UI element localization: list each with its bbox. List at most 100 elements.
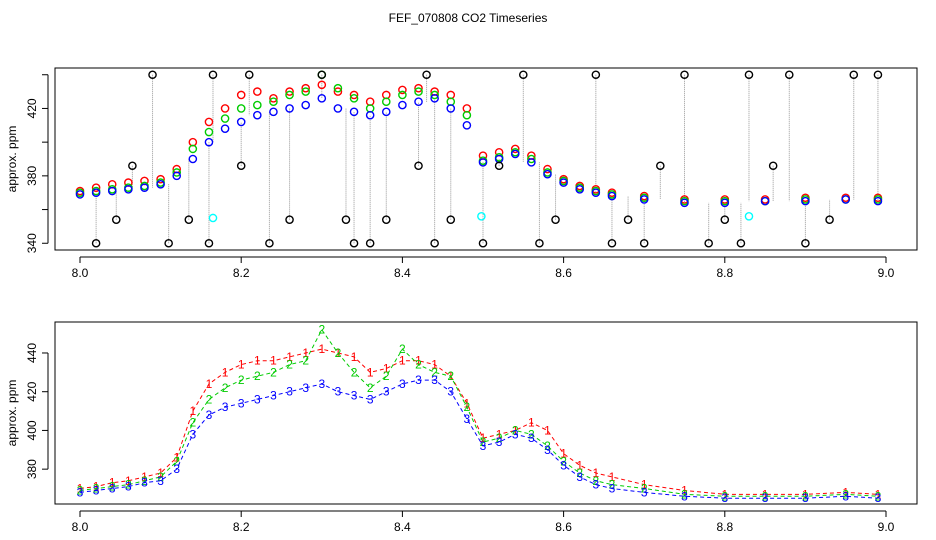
point-marker-2: 2 <box>528 427 535 441</box>
point-marker-1: 1 <box>842 485 849 499</box>
point-marker-2: 2 <box>141 474 148 488</box>
point-outliers <box>680 70 689 80</box>
point-marker-3: 3 <box>431 373 438 387</box>
point-sensor-2 <box>414 87 423 96</box>
point-marker-1: 1 <box>125 474 132 488</box>
point-sensor-3 <box>760 196 770 206</box>
point-marker-3: 3 <box>875 491 882 505</box>
top-x-tick-label: 8.0 <box>72 266 89 280</box>
point-marker-3: 3 <box>173 462 180 476</box>
point-marker-1: 1 <box>762 487 769 501</box>
point-outliers <box>430 238 439 248</box>
point-marker-3: 3 <box>222 400 229 414</box>
top-y-axis-title: approx. ppm <box>5 126 19 193</box>
bottom-panel-frame <box>54 321 918 505</box>
point-marker-2: 2 <box>189 416 196 430</box>
point-marker-3: 3 <box>480 439 487 453</box>
top-y-tick-label: 420 <box>25 98 39 118</box>
top-x-tick-label: 8.2 <box>233 266 250 280</box>
point-sensor-2 <box>398 90 407 100</box>
point-sensor-3 <box>430 94 439 103</box>
point-sensor-3 <box>285 104 294 113</box>
point-marker-1: 1 <box>496 427 503 441</box>
point-sensor-3 <box>349 107 359 117</box>
point-marker-2: 2 <box>238 373 245 387</box>
point-marker-2: 2 <box>335 346 342 360</box>
point-outliers <box>551 215 560 224</box>
point-marker-3: 3 <box>367 392 374 406</box>
point-marker-1: 1 <box>173 451 180 465</box>
point-marker-1: 1 <box>399 354 406 368</box>
point-sensor-3 <box>317 94 327 103</box>
point-sensor-3 <box>801 196 810 206</box>
point-marker-2: 2 <box>367 381 374 395</box>
point-sensor-2 <box>204 127 214 137</box>
point-marker-2: 2 <box>254 369 261 383</box>
point-sensor-3 <box>446 104 456 113</box>
point-flagged <box>208 213 218 223</box>
point-sensor-1 <box>253 87 262 96</box>
point-marker-2: 2 <box>592 474 599 488</box>
point-sensor-1 <box>269 94 278 103</box>
point-marker-3: 3 <box>302 381 309 395</box>
point-marker-3: 3 <box>681 489 688 503</box>
point-marker-2: 2 <box>351 365 358 379</box>
top-x-tick-label: 8.6 <box>555 266 572 280</box>
top-x-tick-label: 8.4 <box>394 266 411 280</box>
point-marker-3: 3 <box>141 476 148 490</box>
point-sensor-3 <box>841 195 851 204</box>
point-marker-1: 1 <box>254 354 261 368</box>
point-sensor-3 <box>510 149 520 159</box>
point-sensor-3 <box>156 179 165 189</box>
point-sensor-1 <box>301 83 310 93</box>
point-outliers <box>244 70 254 80</box>
point-marker-1: 1 <box>286 350 293 364</box>
point-marker-2: 2 <box>681 487 688 501</box>
point-sensor-2 <box>188 144 198 154</box>
point-outliers <box>704 238 713 248</box>
point-marker-1: 1 <box>351 350 358 364</box>
point-outliers <box>639 238 649 248</box>
point-marker-3: 3 <box>762 491 769 505</box>
point-outliers <box>164 238 173 248</box>
point-marker-3: 3 <box>238 396 245 410</box>
figure-title: FEF_070808 CO2 Timeseries <box>389 11 548 25</box>
point-marker-2: 2 <box>762 489 769 503</box>
point-marker-1: 1 <box>592 466 599 480</box>
point-marker-2: 2 <box>286 358 293 372</box>
point-marker-2: 2 <box>802 489 809 503</box>
point-marker-1: 1 <box>681 483 688 497</box>
point-marker-2: 2 <box>157 470 164 484</box>
bottom-y-tick-label: 380 <box>25 459 39 479</box>
point-sensor-3 <box>559 178 568 187</box>
point-sensor-2 <box>269 97 278 107</box>
point-marker-1: 1 <box>189 404 196 418</box>
point-sensor-1 <box>285 87 294 96</box>
point-outliers <box>607 238 617 248</box>
point-outliers <box>494 161 504 171</box>
point-marker-3: 3 <box>528 431 535 445</box>
point-sensor-3 <box>680 198 689 208</box>
point-marker-2: 2 <box>206 392 213 406</box>
point-marker-1: 1 <box>576 458 583 472</box>
top-outlier-connectors <box>95 74 879 244</box>
point-marker-3: 3 <box>93 483 100 497</box>
top-y-tick-label: 340 <box>25 233 39 253</box>
point-sensor-3 <box>172 171 182 181</box>
point-marker-3: 3 <box>576 470 583 484</box>
point-marker-2: 2 <box>721 489 728 503</box>
point-sensor-1 <box>91 183 101 192</box>
point-sensor-3 <box>91 188 101 198</box>
point-marker-1: 1 <box>270 354 277 368</box>
bottom-x-tick-label: 8.6 <box>555 520 572 534</box>
point-outliers <box>317 70 327 80</box>
point-sensor-2 <box>462 110 472 120</box>
point-sensor-1 <box>220 104 230 113</box>
point-sensor-2 <box>172 168 182 177</box>
point-sensor-3 <box>873 196 883 206</box>
point-marker-2: 2 <box>842 487 849 501</box>
series-line-2 <box>79 328 878 497</box>
point-sensor-3 <box>75 190 85 199</box>
point-outliers <box>535 238 544 248</box>
